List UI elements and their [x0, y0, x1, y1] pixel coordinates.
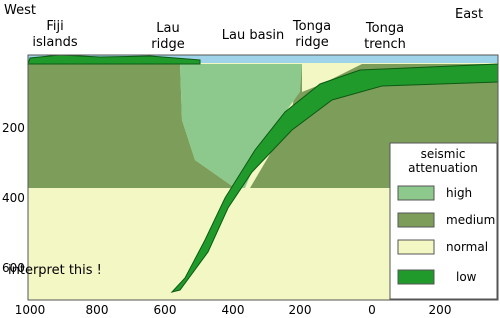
- high-region: [180, 64, 302, 188]
- legend-swatch: [397, 239, 435, 255]
- feature-label: Lau: [156, 21, 179, 36]
- depth-label: 200: [2, 121, 25, 135]
- legend-title: seismic: [421, 147, 466, 161]
- depth-label: 400: [2, 191, 25, 205]
- east-label: East: [455, 7, 483, 22]
- legend-swatch: [397, 185, 435, 201]
- distance-label: 800: [86, 303, 109, 317]
- fiji-crust: [27, 54, 201, 65]
- feature-label: trench: [364, 37, 406, 52]
- depth-label: 600: [2, 261, 25, 275]
- west-label: West: [4, 3, 36, 18]
- feature-label: Tonga: [292, 19, 331, 34]
- feature-label: islands: [32, 35, 77, 50]
- feature-label: Lau basin: [222, 28, 284, 43]
- legend-swatch: [397, 269, 435, 285]
- legend-item: medium: [446, 213, 495, 227]
- subducting-slab: [170, 63, 499, 293]
- tonga-ridge-normal: [302, 64, 362, 92]
- distance-label: 1000: [15, 303, 46, 317]
- distance-label: 600: [154, 303, 177, 317]
- frame: [27, 54, 499, 301]
- legend-item: normal: [446, 240, 488, 254]
- medium-region-west: [28, 64, 235, 188]
- distance-label: 400: [222, 303, 245, 317]
- sea: [28, 55, 498, 63]
- legend-item: high: [446, 186, 472, 200]
- feature-label: ridge: [151, 37, 184, 52]
- distance-label: 200: [289, 303, 312, 317]
- feature-label: Fiji: [46, 19, 63, 34]
- feature-label: ridge: [295, 35, 328, 50]
- distance-label: 0: [368, 303, 376, 317]
- legend-item: low: [456, 270, 477, 284]
- legend-swatch: [397, 212, 435, 228]
- annotation: interpret this !: [8, 263, 102, 278]
- feature-label: Tonga: [365, 21, 404, 36]
- legend-title: attenuation: [408, 161, 478, 175]
- distance-label: 200: [429, 303, 452, 317]
